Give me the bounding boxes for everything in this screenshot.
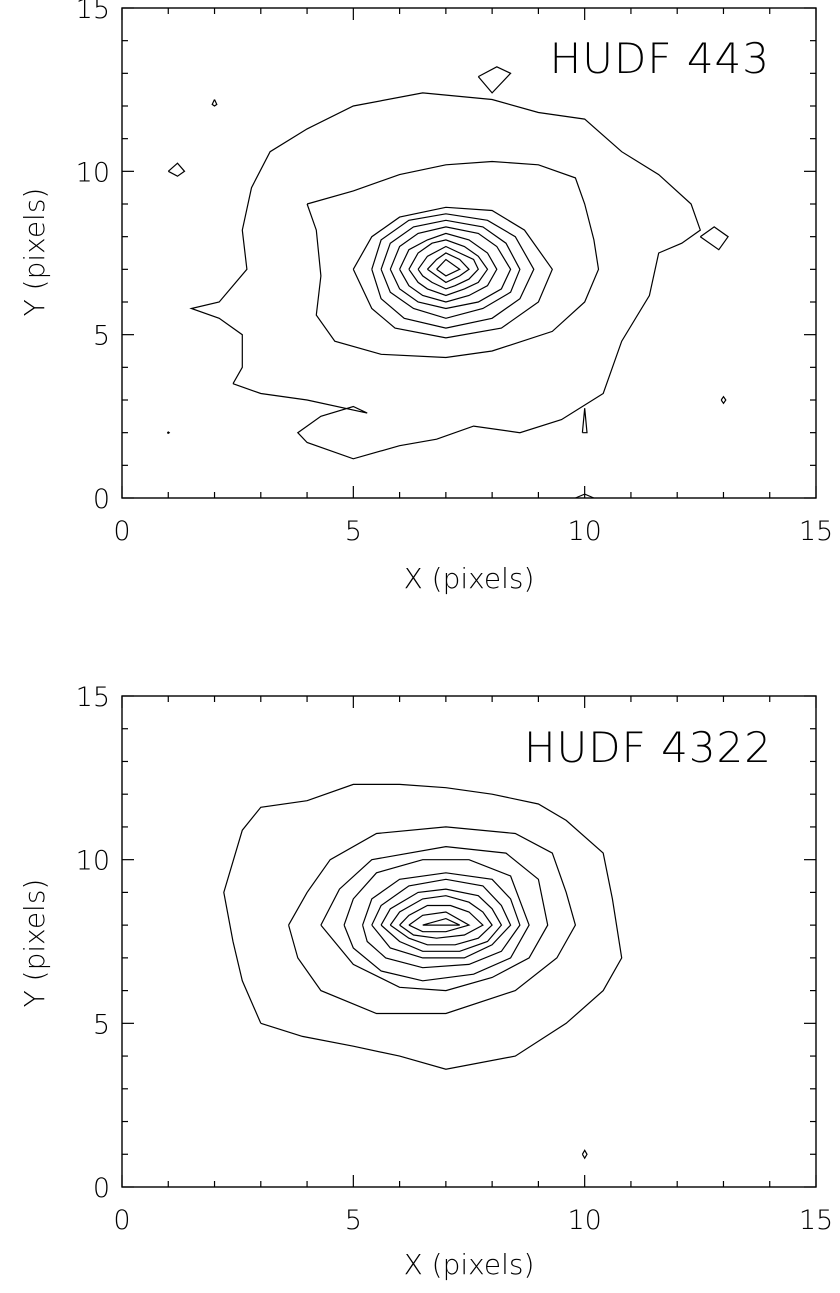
contour-line [380, 219, 521, 319]
x-tick-label: 5 [345, 1205, 362, 1236]
y-axis-label: Y (pixels) [18, 879, 51, 1008]
x-tick-label: 15 [799, 1205, 833, 1236]
x-tick-label: 10 [567, 516, 601, 547]
y-tick-label: 5 [93, 321, 110, 352]
y-tick-label: 5 [93, 1009, 110, 1040]
x-tick-label: 10 [567, 1205, 601, 1236]
contour-line [343, 859, 530, 982]
contour-line [320, 845, 549, 992]
contour-line [380, 888, 503, 952]
y-tick-label: 15 [76, 0, 110, 25]
plot-title: HUDF 4322 [524, 723, 772, 772]
y-tick-label: 15 [76, 682, 110, 713]
contour-line [288, 826, 577, 1015]
contour-line [166, 431, 171, 435]
contour-line [436, 258, 461, 277]
contour-panel-hudf-4322: HUDF 4322 X (pixels) Y (pixels) 0 5 10 15 0 5… [18, 682, 833, 1281]
x-tick-label: 0 [113, 1205, 130, 1236]
contour-line [581, 408, 588, 434]
contour-line [417, 245, 480, 290]
x-tick-label: 5 [345, 516, 362, 547]
y-axis-label: Y (pixels) [18, 188, 51, 317]
x-tick-label: 15 [799, 516, 833, 547]
plot-frame [121, 7, 817, 499]
contour-line [223, 783, 623, 1070]
x-axis-label: X (pixels) [404, 1248, 535, 1281]
contour-line [426, 252, 470, 284]
contour-line [352, 206, 553, 339]
contour-line [371, 213, 535, 329]
contour-line [477, 66, 512, 94]
contour-line [306, 160, 600, 359]
y-tick-label: 0 [93, 1173, 110, 1204]
contour-line [422, 917, 460, 926]
plot-frame [121, 695, 817, 1188]
contour-line [389, 226, 512, 310]
contour-line [399, 904, 484, 939]
contour-line [211, 99, 218, 107]
y-tick-label: 10 [76, 846, 110, 877]
contour-line [371, 878, 512, 959]
contour-line [167, 162, 186, 177]
contour-line [408, 911, 471, 933]
contour-line [575, 493, 595, 499]
contour-panel-hudf-443: HUDF 443 X (pixels) Y (pixels) 0 5 10 15 0 5 1… [18, 0, 833, 595]
y-tick-label: 10 [76, 157, 110, 188]
y-tick-label: 0 [93, 484, 110, 515]
x-axis-label: X (pixels) [404, 562, 535, 595]
contour-line [408, 239, 489, 297]
contour-line [699, 226, 729, 251]
contour-line [399, 232, 498, 303]
x-tick-label: 0 [113, 516, 130, 547]
contour-line [720, 395, 727, 405]
contour-line [581, 1149, 588, 1160]
contour-line [362, 872, 521, 969]
plot-title: HUDF 443 [550, 34, 770, 83]
contour-line [389, 895, 493, 946]
contour-line [189, 92, 702, 460]
